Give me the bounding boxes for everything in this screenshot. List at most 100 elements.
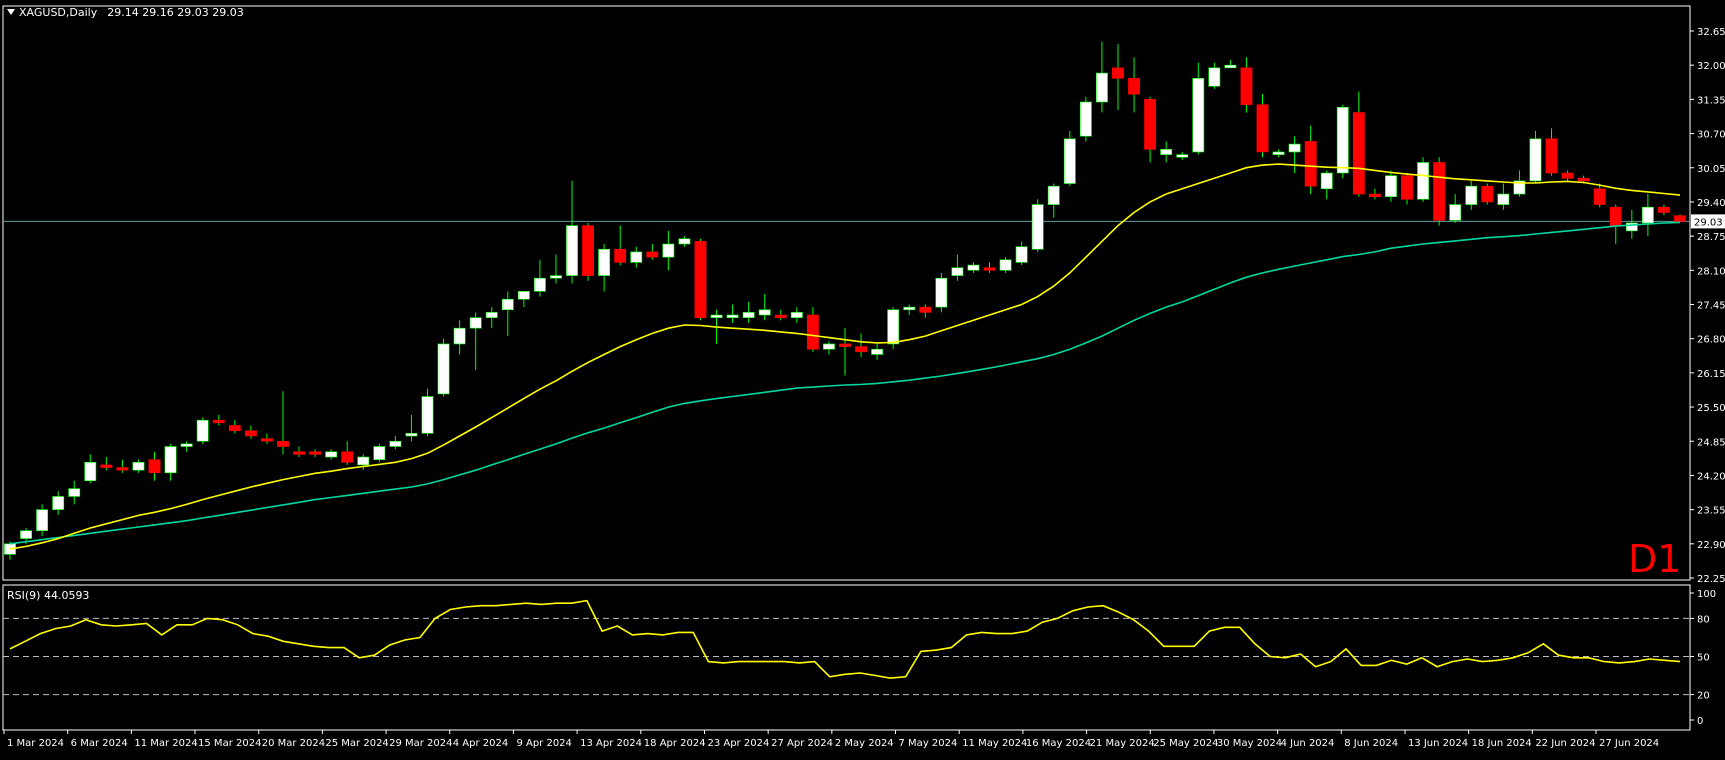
y-tick-label: 26.15 [1697, 369, 1725, 380]
candle-body [1015, 246, 1028, 263]
candle-body [1433, 162, 1446, 221]
candle-body [839, 343, 851, 347]
candle-body [1529, 138, 1542, 182]
candle-body [1256, 104, 1269, 153]
candle-body [517, 291, 530, 300]
rsi-line [9, 599, 1681, 679]
x-tick-label: 29 Mar 2024 [389, 738, 452, 749]
chart-frame [2, 5, 1691, 731]
collapse-triangle-icon[interactable] [7, 9, 15, 15]
candle-body [533, 277, 546, 292]
candle-body [373, 446, 386, 460]
y-tick-label: 23.55 [1697, 506, 1725, 517]
axes-labels: 32.65 32.00 31.35 30.70 30.05 29.40 28.75 28.10… [3, 27, 1725, 749]
x-tick-label: 13 Apr 2024 [580, 738, 642, 749]
candle-body [148, 459, 161, 474]
candle-body [903, 306, 916, 311]
candle-body [196, 419, 209, 442]
candle-body [68, 488, 81, 497]
candle-body [293, 451, 305, 455]
candle-body [100, 464, 113, 468]
candle-body [1561, 172, 1574, 179]
candle-body [1593, 188, 1606, 205]
candle-body [1641, 206, 1654, 224]
candle-body [582, 225, 594, 276]
x-tick-label: 30 May 2024 [1217, 738, 1282, 749]
x-tick-label: 11 May 2024 [962, 738, 1027, 749]
candle-body [36, 509, 49, 531]
x-tick-label: 4 Apr 2024 [453, 738, 508, 749]
x-tick-label: 9 Apr 2024 [516, 738, 571, 749]
y-tick-label: 22.90 [1697, 540, 1725, 551]
x-tick-label: 25 May 2024 [1153, 738, 1218, 749]
rsi-label: RSI(9) 44.0593 [7, 589, 90, 602]
candle-body [1625, 222, 1638, 232]
y-tick-label: 29.40 [1697, 198, 1725, 209]
x-tick-label: 27 Apr 2024 [771, 738, 833, 749]
ohlc-label: 29.14 29.16 29.03 29.03 [107, 6, 244, 19]
x-tick-label: 25 Mar 2024 [325, 738, 388, 749]
current-price-tag: 29.03 [1694, 217, 1723, 228]
candle-body [180, 443, 193, 447]
candle-body [726, 314, 739, 318]
x-tick-label: 18 Jun 2024 [1472, 738, 1532, 749]
x-tick-label: 7 May 2024 [899, 738, 958, 749]
x-tick-label: 21 May 2024 [1090, 738, 1155, 749]
y-tick-label: 30.05 [1697, 164, 1725, 175]
candle-body [598, 248, 611, 276]
candle-body [1609, 206, 1622, 226]
candle-body [1545, 138, 1558, 174]
candle-body [1176, 154, 1189, 158]
candle-body [20, 530, 32, 539]
candle-body [1160, 149, 1173, 155]
candle-body [164, 446, 177, 474]
candle-body [52, 496, 65, 510]
candle-body [887, 309, 900, 345]
x-tick-label: 4 Jun 2024 [1281, 738, 1335, 749]
candle-body [1208, 67, 1221, 87]
candle-body [453, 327, 466, 345]
candle-body [806, 314, 819, 350]
x-tick-label: 13 Jun 2024 [1408, 738, 1468, 749]
candle-body [116, 467, 129, 471]
y-tick-label: 27.45 [1697, 301, 1725, 312]
x-tick-label: 11 Mar 2024 [134, 738, 197, 749]
y-tick-label: 24.85 [1697, 437, 1725, 448]
x-tick-label: 15 Mar 2024 [198, 738, 261, 749]
slow-moving-average-line [9, 221, 1681, 545]
candle-body [1192, 78, 1205, 153]
candle-body [261, 438, 273, 442]
x-tick-label: 8 Jun 2024 [1344, 738, 1398, 749]
candle-body [790, 312, 803, 318]
candle-body [1368, 193, 1381, 197]
candle-body [212, 419, 225, 424]
x-tick-label: 22 Jun 2024 [1535, 738, 1595, 749]
moving-averages [9, 163, 1681, 550]
candle-body [774, 314, 787, 318]
candle-body [1320, 172, 1333, 190]
candle-body [1385, 175, 1397, 197]
candle-body [437, 343, 450, 395]
candle-body [501, 298, 514, 311]
symbol-label: XAGUSD,Daily [19, 6, 98, 19]
y-tick-label: 32.65 [1697, 27, 1725, 38]
candle-body [1481, 185, 1494, 203]
candle-body [84, 461, 97, 481]
rsi-panel [3, 599, 1690, 696]
x-tick-label: 18 Apr 2024 [644, 738, 706, 749]
rsi-tick-label: 100 [1697, 589, 1716, 600]
rsi-header: RSI(9) 44.0593 [7, 589, 89, 602]
y-tick-label: 24.20 [1697, 471, 1725, 482]
candle-body [1417, 162, 1429, 200]
candle-body [630, 251, 643, 263]
candle-body [919, 306, 932, 313]
chart-header: XAGUSD,Daily 29.14 29.16 29.03 29.03 [7, 6, 244, 19]
candle-body [1577, 177, 1590, 182]
candle-body [1497, 193, 1510, 205]
fast-moving-average-line [9, 163, 1681, 550]
candle-body [244, 430, 257, 437]
candle-body [469, 317, 482, 329]
rsi-panel-border [2, 584, 1691, 731]
